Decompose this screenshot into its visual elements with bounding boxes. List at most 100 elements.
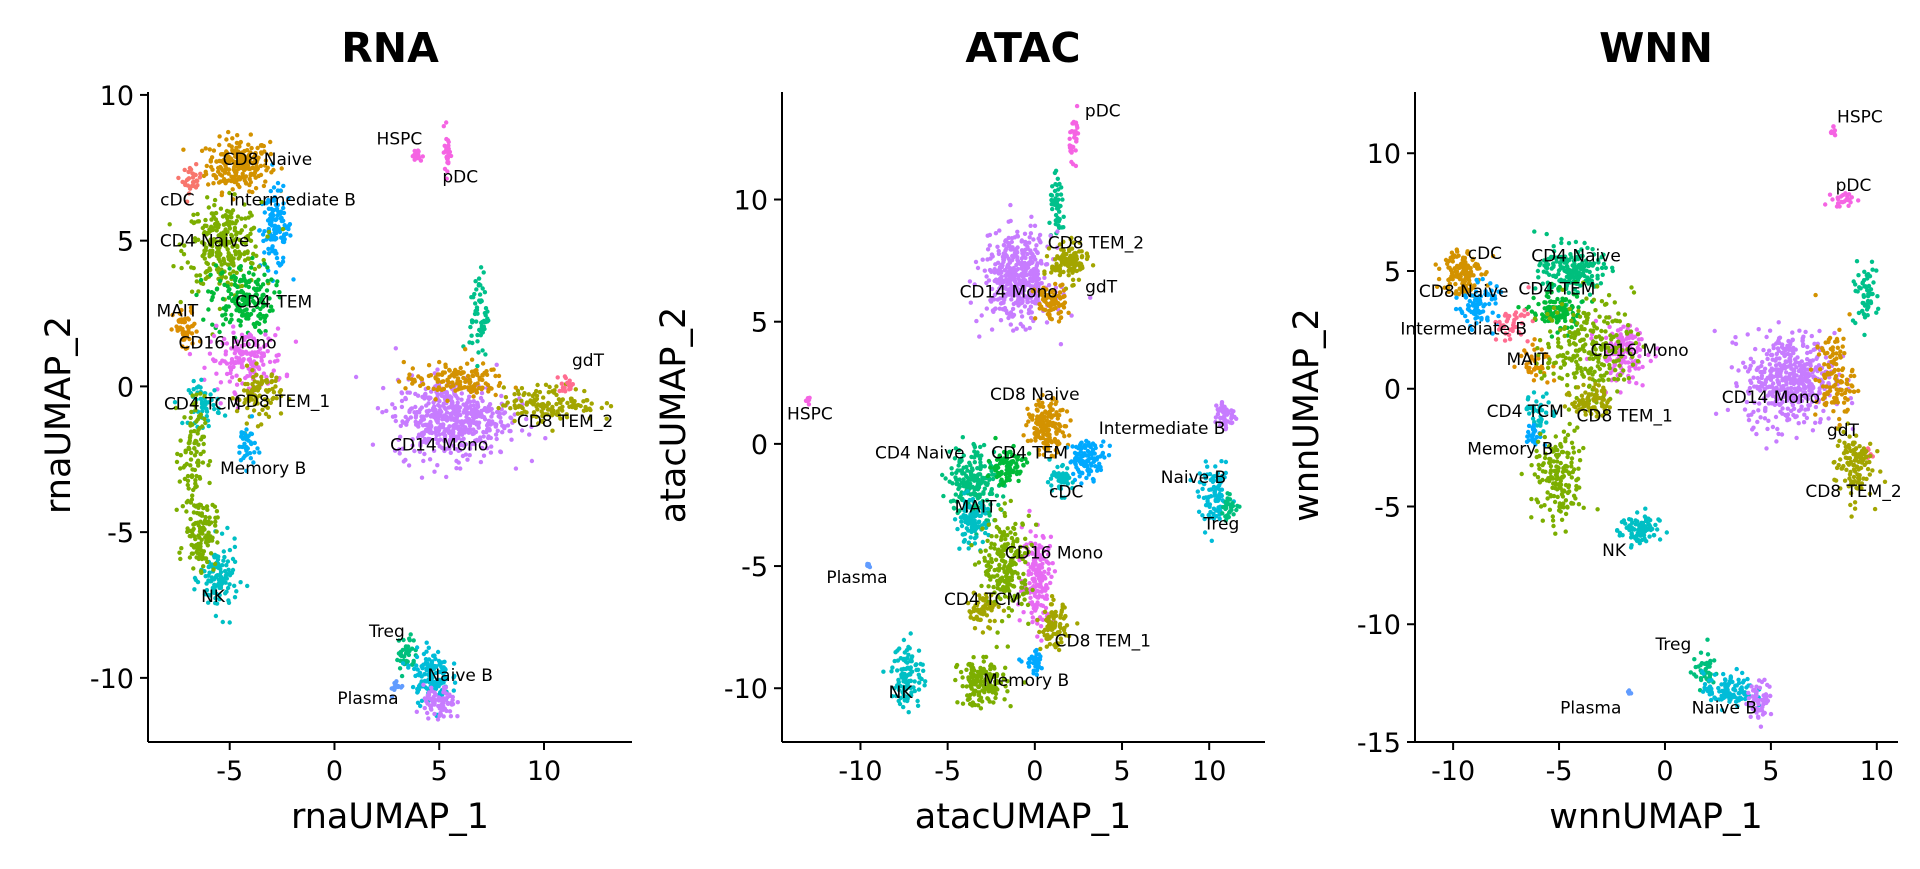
data-point	[274, 218, 278, 222]
data-point	[194, 293, 198, 297]
data-point	[520, 386, 524, 390]
data-point	[556, 375, 560, 379]
data-point	[241, 172, 245, 176]
data-point	[213, 523, 217, 527]
data-point	[964, 465, 968, 469]
data-point	[228, 320, 232, 324]
data-point	[451, 695, 455, 699]
data-point	[175, 508, 179, 512]
data-point	[1029, 272, 1033, 276]
data-point	[197, 557, 201, 561]
data-point	[1045, 586, 1049, 590]
data-point	[574, 387, 578, 391]
data-point	[1030, 413, 1034, 417]
data-point	[426, 386, 430, 390]
data-point	[250, 256, 254, 260]
data-point	[1045, 320, 1049, 324]
data-point	[976, 525, 980, 529]
data-point	[994, 278, 998, 282]
cluster-label: Plasma	[337, 689, 398, 709]
data-point	[436, 417, 440, 421]
data-point	[1034, 523, 1038, 527]
data-point	[1049, 270, 1053, 274]
data-point	[427, 693, 431, 697]
data-point	[188, 517, 192, 521]
data-point	[1050, 184, 1054, 188]
data-point	[486, 409, 490, 413]
data-point	[197, 426, 201, 430]
data-point	[421, 382, 425, 386]
data-point	[1050, 594, 1054, 598]
data-point	[1047, 313, 1051, 317]
data-point	[243, 313, 247, 317]
cluster-label: CD8 TEM_2	[517, 412, 613, 432]
x-tick-label: 5	[431, 756, 448, 787]
data-point	[1057, 429, 1061, 433]
data-point	[245, 364, 249, 368]
data-point	[1050, 265, 1054, 269]
data-point	[994, 534, 998, 538]
data-point	[226, 568, 230, 572]
data-point	[444, 120, 448, 124]
data-point	[411, 366, 415, 370]
data-point	[207, 571, 211, 575]
data-point	[176, 176, 180, 180]
data-point	[985, 539, 989, 543]
data-point	[1033, 316, 1037, 320]
data-point	[480, 399, 484, 403]
data-point	[974, 260, 978, 264]
data-point	[202, 252, 206, 256]
data-point	[230, 262, 234, 266]
data-point	[273, 224, 277, 228]
data-point	[988, 465, 992, 469]
data-point	[1040, 594, 1044, 598]
data-point	[412, 638, 416, 642]
data-point	[1028, 596, 1032, 600]
data-point	[458, 386, 462, 390]
data-point	[472, 387, 476, 391]
data-point	[204, 146, 208, 150]
data-point	[276, 181, 280, 185]
data-point	[230, 275, 234, 279]
data-point	[448, 412, 452, 416]
data-point	[994, 467, 998, 471]
data-point	[994, 558, 998, 562]
data-point	[990, 327, 994, 331]
data-point	[1058, 624, 1062, 628]
data-point	[218, 179, 222, 183]
cluster-label: gdT	[572, 351, 605, 371]
data-point	[1030, 417, 1034, 421]
data-point	[475, 371, 479, 375]
data-point	[969, 455, 973, 459]
data-point	[414, 415, 418, 419]
data-point	[268, 360, 272, 364]
data-point	[978, 445, 982, 449]
data-point	[997, 228, 1001, 232]
data-point	[217, 223, 221, 227]
data-point	[512, 392, 516, 396]
data-point	[1108, 444, 1112, 448]
data-point	[1046, 637, 1050, 641]
data-point	[251, 252, 255, 256]
data-point	[999, 271, 1003, 275]
data-point	[1071, 121, 1075, 125]
data-point	[394, 419, 398, 423]
data-point	[243, 382, 247, 386]
data-point	[262, 250, 266, 254]
data-point	[213, 505, 217, 509]
data-point	[1028, 326, 1032, 330]
data-point	[1049, 535, 1053, 539]
data-point	[233, 174, 237, 178]
data-point	[196, 443, 200, 447]
data-point	[1065, 409, 1069, 413]
data-point	[235, 133, 239, 137]
data-point	[240, 365, 244, 369]
data-point	[213, 359, 217, 363]
data-point	[432, 387, 436, 391]
data-point	[590, 401, 594, 405]
data-point	[966, 698, 970, 702]
data-point	[1063, 614, 1067, 618]
data-point	[974, 319, 978, 323]
data-point	[974, 486, 978, 490]
data-point	[184, 509, 188, 513]
